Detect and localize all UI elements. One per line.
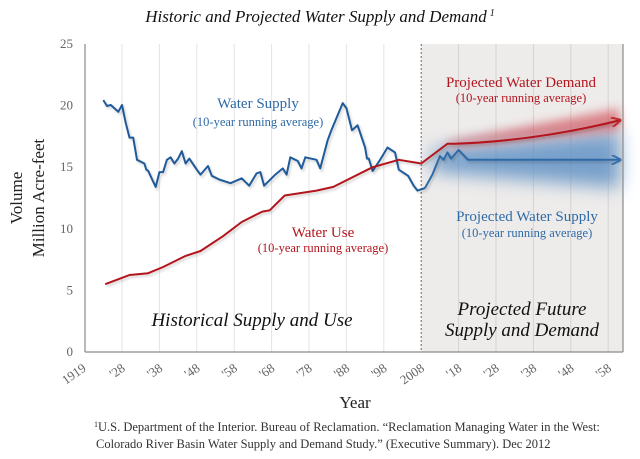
y-tick-label: 15: [60, 159, 73, 174]
x-tick-label: '18: [443, 360, 464, 381]
projected-demand-uncertainty-band: [447, 108, 620, 147]
label-projected-supply-subtitle: (10-year running average): [462, 226, 593, 240]
title-footnote-marker: 1: [490, 8, 495, 19]
label-projected-demand-subtitle: (10-year running average): [456, 91, 587, 105]
x-tick-label: 2008: [397, 360, 427, 387]
y-tick-label: 10: [60, 221, 73, 236]
projection-region-background: [421, 44, 623, 352]
label-water-supply: Water Supply: [217, 96, 299, 112]
projected-water-supply-line: [424, 149, 620, 189]
x-tick-label: '38: [144, 360, 165, 381]
y-tick-label: 20: [60, 98, 73, 113]
gridlines: [121, 44, 609, 352]
x-tick-label: '38: [518, 360, 539, 381]
label-projected-supply: Projected Water Supply: [456, 209, 598, 225]
footnote-line1: 1U.S. Department of the Interior. Bureau…: [94, 420, 600, 434]
x-tick-label: '78: [294, 360, 315, 381]
x-tick-label: '68: [256, 360, 277, 381]
y-axis-label-line1: Volume: [7, 172, 26, 225]
projected-water-demand-line-shadow: [422, 121, 622, 167]
x-tick-label: '58: [593, 360, 614, 381]
x-tick-label: '88: [331, 360, 352, 381]
x-tick-label: '98: [368, 360, 389, 381]
y-tick-label: 5: [67, 282, 74, 297]
label-water-use-subtitle: (10-year running average): [258, 241, 389, 255]
y-tick-label: 0: [67, 344, 74, 359]
x-tick-label: '28: [107, 360, 128, 381]
x-axis-label: Year: [339, 393, 371, 412]
water-supply-line: [102, 99, 426, 192]
x-tick-label: 1919: [59, 360, 89, 387]
annotation-projected-region-line1: Projected Future: [457, 299, 587, 320]
footnote-marker: 1: [94, 420, 98, 429]
x-tick-label: '58: [219, 360, 240, 381]
label-water-supply-subtitle: (10-year running average): [193, 115, 324, 129]
y-tick-label: 25: [60, 36, 73, 51]
projected-water-demand-line: [420, 120, 619, 165]
chart-title: Historic and Projected Water Supply and …: [144, 7, 495, 26]
x-tick-label: '28: [481, 360, 502, 381]
label-projected-demand: Projected Water Demand: [446, 75, 597, 91]
x-tick-label: '48: [181, 360, 202, 381]
x-tick-label: '48: [555, 360, 576, 381]
label-water-use: Water Use: [292, 225, 355, 241]
water-use-line-shadow: [106, 160, 423, 288]
footnote-line2: Colorado River Basin Water Supply and De…: [96, 437, 550, 451]
annotation-historical-region: Historical Supply and Use: [150, 310, 352, 331]
water-use-line: [104, 158, 422, 286]
y-axis-label-line2: Million Acre-feet: [29, 138, 48, 257]
annotation-projected-region-line2: Supply and Demand: [445, 320, 600, 341]
